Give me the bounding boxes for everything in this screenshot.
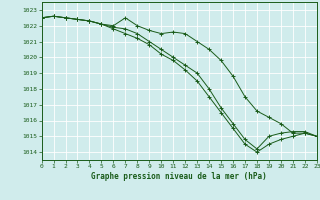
X-axis label: Graphe pression niveau de la mer (hPa): Graphe pression niveau de la mer (hPa) <box>91 172 267 181</box>
